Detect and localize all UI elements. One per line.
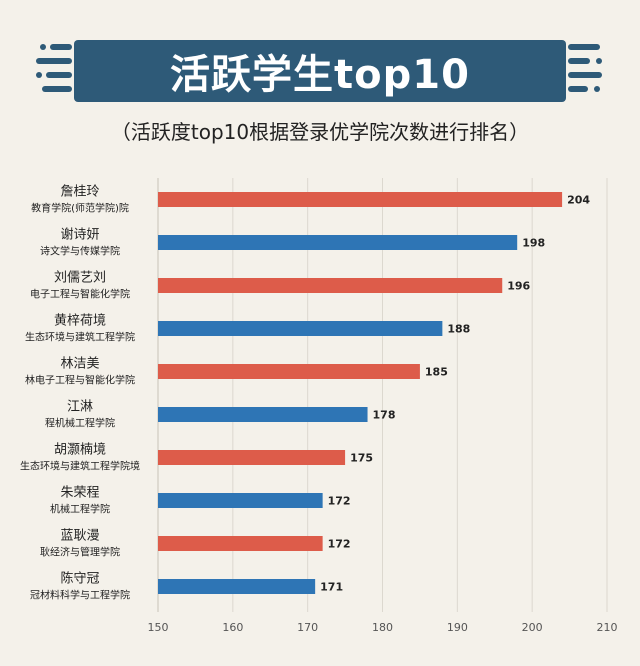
- category-name: 蓝耿漫: [60, 529, 99, 544]
- bar-value-label: 198: [522, 237, 545, 250]
- bar-value-label: 188: [447, 323, 470, 336]
- category-dept: 电子工程与智能化学院: [30, 288, 130, 301]
- bar-value-label: 178: [373, 409, 396, 422]
- bar-value-label: 185: [425, 366, 448, 379]
- category-name: 谢诗妍: [60, 227, 99, 243]
- x-tick-label: 180: [372, 621, 393, 634]
- category-dept: 诗文学与传媒学院: [40, 245, 120, 258]
- category-name: 朱荣程: [60, 486, 99, 501]
- category-name: 詹桂玲: [60, 185, 99, 200]
- bar: [158, 321, 443, 336]
- bar: [158, 493, 323, 508]
- bar: [158, 536, 323, 551]
- category-dept: 耿经济与管理学院: [40, 546, 120, 559]
- category-dept: 教育学院(师范学院)院: [31, 202, 129, 215]
- category-name: 黄梓荷境: [54, 314, 106, 329]
- category-name: 江淋: [67, 400, 93, 415]
- category-name: 胡灏楠境: [54, 442, 106, 458]
- page-title: 活跃学生top10: [74, 40, 566, 102]
- x-tick-label: 190: [447, 621, 468, 634]
- category-dept: 林电子工程与智能化学院: [25, 374, 135, 387]
- bar-value-label: 171: [320, 581, 343, 594]
- bar-value-label: 172: [328, 495, 351, 508]
- bar: [158, 364, 420, 379]
- title-banner-area: 活跃学生top10: [0, 0, 640, 110]
- bar-value-label: 204: [567, 194, 590, 207]
- bar: [158, 407, 368, 422]
- x-tick-label: 210: [597, 621, 618, 634]
- bar: [158, 278, 503, 293]
- category-name: 林洁美: [60, 357, 99, 372]
- category-dept: 生态环境与建筑工程学院: [25, 331, 135, 344]
- bar: [158, 235, 518, 250]
- category-dept: 程机械工程学院: [45, 417, 115, 430]
- x-tick-label: 170: [297, 621, 318, 634]
- bar: [158, 579, 316, 594]
- bar-value-label: 175: [350, 452, 373, 465]
- category-name: 陈守冠: [60, 571, 99, 587]
- bar-value-label: 172: [328, 538, 351, 551]
- bar: [158, 192, 563, 207]
- category-dept: 机械工程学院: [50, 503, 110, 516]
- category-name: 刘儒艺刘: [54, 271, 106, 286]
- bar-value-label: 196: [507, 280, 530, 293]
- category-dept: 生态环境与建筑工程学院境: [20, 460, 140, 473]
- x-tick-label: 150: [148, 621, 169, 634]
- page-subtitle: （活跃度top10根据登录优学院次数进行排名）: [110, 120, 530, 144]
- x-tick-label: 200: [522, 621, 543, 634]
- category-dept: 冠材料科学与工程学院: [30, 589, 130, 602]
- bar: [158, 450, 346, 465]
- x-tick-label: 160: [222, 621, 243, 634]
